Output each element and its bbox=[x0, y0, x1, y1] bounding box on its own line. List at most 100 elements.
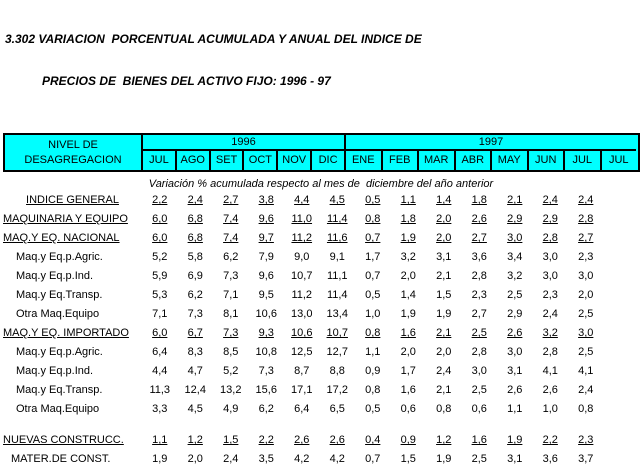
value-cell: 3,2 bbox=[542, 327, 558, 339]
value-cell: 11,2 bbox=[291, 289, 313, 301]
month-header-set: SET bbox=[208, 151, 243, 170]
section-note: Variación % acumulada respecto al mes de… bbox=[148, 178, 494, 190]
value-cell: 2,5 bbox=[471, 384, 487, 396]
row-label: INDICE GENERAL bbox=[26, 194, 119, 206]
value-cell: 10,7 bbox=[326, 327, 348, 339]
row-label: Maq.y Eq.p.Agric. bbox=[16, 251, 103, 263]
year-group-1996: 1996 JUL AGO SET OCT NOV DIC bbox=[143, 135, 344, 170]
value-cell: 3,2 bbox=[400, 251, 416, 263]
value-cell: 13,0 bbox=[291, 308, 313, 320]
value-cell: 6,0 bbox=[152, 327, 168, 339]
value-cell: 2,0 bbox=[578, 289, 594, 301]
value-cell: 4,5 bbox=[187, 403, 203, 415]
value-cell: 2,2 bbox=[152, 194, 168, 206]
table-row: Maq.y Eq.Transp. 5,3 6,2 7,1 9,5 11,2 11,4 0,5 1… bbox=[3, 286, 642, 305]
empty-cell bbox=[604, 362, 640, 381]
value-cell: 6,4 bbox=[152, 346, 168, 358]
table-row: Maq.y Eq.p.Agric. 6,4 8,3 8,5 10,8 12,5 12,7 1,… bbox=[3, 343, 642, 362]
value-cell: 9,6 bbox=[258, 213, 274, 225]
value-cell: 2,3 bbox=[578, 434, 594, 446]
value-cell: 1,8 bbox=[471, 194, 487, 206]
empty-cell bbox=[604, 229, 640, 248]
value-cell: 2,1 bbox=[436, 270, 452, 282]
value-cell: 9,6 bbox=[258, 270, 274, 282]
empty-cell bbox=[604, 286, 640, 305]
month-header-oct: OCT bbox=[242, 151, 276, 170]
row-label: Maq.y Eq.p.Agric. bbox=[16, 346, 103, 358]
table-row: MAQ.Y EQ. NACIONAL 6,0 6,8 7,4 9,7 11,2 11,6 0,… bbox=[3, 229, 642, 248]
value-cell: 0,7 bbox=[365, 453, 381, 465]
value-cell: 2,0 bbox=[436, 232, 452, 244]
value-cell: 6,5 bbox=[329, 403, 345, 415]
value-cell: 0,8 bbox=[365, 384, 381, 396]
value-cell: 7,4 bbox=[223, 213, 239, 225]
value-cell: 2,4 bbox=[542, 308, 558, 320]
value-cell: 6,7 bbox=[187, 327, 203, 339]
value-cell: 3,4 bbox=[507, 251, 523, 263]
value-cell: 9,7 bbox=[258, 232, 274, 244]
value-cell: 3,0 bbox=[578, 327, 594, 339]
value-cell: 2,8 bbox=[578, 213, 594, 225]
table-row: MAQ.Y EQ. IMPORTADO 6,0 6,7 7,3 9,3 10,6 10,7 0… bbox=[3, 324, 642, 343]
value-cell: 0,8 bbox=[578, 403, 594, 415]
month-header-abr: ABR bbox=[453, 151, 491, 170]
level-of-disaggregation-header: NIVEL DE DESAGREGACION bbox=[5, 135, 143, 170]
month-headers-1996: JUL AGO SET OCT NOV DIC bbox=[143, 151, 344, 170]
table-row: Maq.y Eq.p.Ind. 5,9 6,9 7,3 9,6 10,7 11,1 0,7 2,… bbox=[3, 267, 642, 286]
value-cell: 2,4 bbox=[578, 384, 594, 396]
empty-cell bbox=[604, 305, 640, 324]
value-cell: 2,5 bbox=[471, 453, 487, 465]
value-cell: 7,3 bbox=[187, 308, 203, 320]
value-cell: 2,4 bbox=[542, 194, 558, 206]
value-cell: 15,6 bbox=[255, 384, 277, 396]
value-cell: 6,0 bbox=[152, 232, 168, 244]
month-header-may: MAY bbox=[490, 151, 527, 170]
value-cell: 4,2 bbox=[329, 453, 345, 465]
month-header-jul: JUL bbox=[149, 154, 169, 166]
table-row: MATER.DE CONST. 1,9 2,0 2,4 3,5 4,2 4,2 0,7 1,5 1… bbox=[3, 450, 642, 466]
value-cell: 1,4 bbox=[436, 194, 452, 206]
value-cell: 7,3 bbox=[223, 327, 239, 339]
year-group-1997: 1997 ENE FEB MAR ABR MAY JUN JUL JUL bbox=[344, 135, 636, 170]
value-cell: 10,8 bbox=[255, 346, 277, 358]
value-cell: 2,0 bbox=[400, 270, 416, 282]
value-cell: 6,0 bbox=[152, 213, 168, 225]
value-cell: 0,5 bbox=[365, 289, 381, 301]
table-body: Variación % acumulada respecto al mes de… bbox=[3, 177, 642, 466]
month-header-mar: MAR bbox=[417, 151, 454, 170]
value-cell: 2,6 bbox=[471, 213, 487, 225]
row-label: Maq.y Eq.p.Ind. bbox=[16, 365, 94, 377]
value-cell: 7,9 bbox=[258, 251, 274, 263]
value-cell: 4,5 bbox=[329, 194, 345, 206]
value-cell: 10,6 bbox=[291, 327, 313, 339]
value-cell: 3,0 bbox=[507, 346, 523, 358]
value-cell: 4,4 bbox=[294, 194, 310, 206]
value-cell: 1,5 bbox=[223, 434, 239, 446]
value-cell: 6,4 bbox=[294, 403, 310, 415]
value-cell: 9,3 bbox=[258, 327, 274, 339]
value-cell: 13,2 bbox=[220, 384, 242, 396]
value-cell: 6,9 bbox=[187, 270, 203, 282]
value-cell: 0,7 bbox=[365, 232, 381, 244]
value-cell: 1,1 bbox=[365, 346, 381, 358]
value-cell: 2,2 bbox=[542, 434, 558, 446]
row-label: Maq.y Eq.Transp. bbox=[16, 289, 103, 301]
value-cell: 11,4 bbox=[326, 213, 348, 225]
value-cell: 1,7 bbox=[365, 251, 381, 263]
row-label: MATER.DE CONST. bbox=[11, 453, 111, 465]
row-label: MAQ.Y EQ. IMPORTADO bbox=[3, 327, 129, 339]
row-label: Maq.y Eq.Transp. bbox=[16, 384, 103, 396]
row-spacer bbox=[3, 419, 642, 431]
value-cell: 0,8 bbox=[365, 213, 381, 225]
value-cell: 4,4 bbox=[152, 365, 168, 377]
value-cell: 0,5 bbox=[365, 403, 381, 415]
value-cell: 1,1 bbox=[507, 403, 523, 415]
empty-cell bbox=[604, 381, 640, 400]
value-cell: 7,1 bbox=[223, 289, 239, 301]
value-cell: 3,1 bbox=[507, 365, 523, 377]
empty-cell bbox=[604, 343, 640, 362]
value-cell: 10,7 bbox=[291, 270, 313, 282]
value-cell: 12,7 bbox=[326, 346, 348, 358]
value-cell: 5,2 bbox=[223, 365, 239, 377]
table-title-line-1: 3.302 VARIACION PORCENTUAL ACUMULADA Y A… bbox=[5, 32, 422, 46]
